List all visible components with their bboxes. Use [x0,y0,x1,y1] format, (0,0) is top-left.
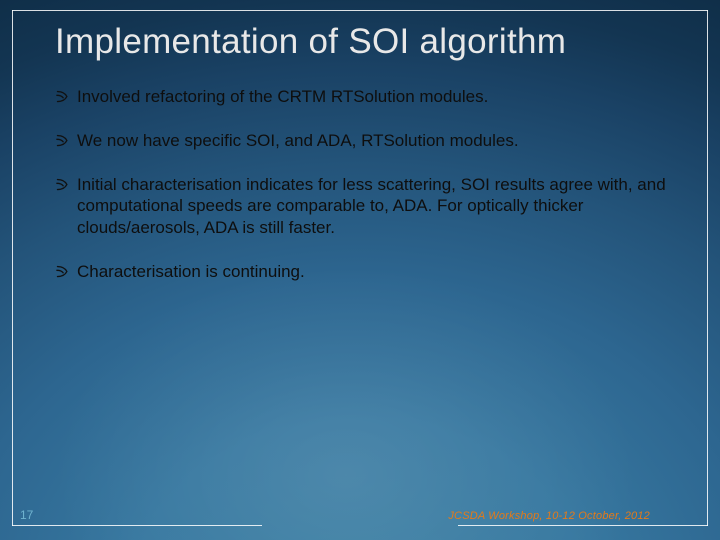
frame-line-right [707,10,708,526]
footer-text: JCSDA Workshop, 10-12 October, 2012 [448,510,650,522]
frame-line-left [12,10,13,526]
bullet-item: Initial characterisation indicates for l… [55,174,670,239]
frame-line-top [12,10,708,11]
slide-title: Implementation of SOI algorithm [55,22,690,62]
frame-line-bottom-right [458,525,708,526]
bullet-item: We now have specific SOI, and ADA, RTSol… [55,130,670,152]
frame-line-bottom-left [12,525,262,526]
slide-body: Involved refactoring of the CRTM RTSolut… [55,86,670,305]
slide: Implementation of SOI algorithm Involved… [0,0,720,540]
bullet-item: Involved refactoring of the CRTM RTSolut… [55,86,670,108]
bullet-item: Characterisation is continuing. [55,261,670,283]
slide-number: 17 [20,508,33,522]
